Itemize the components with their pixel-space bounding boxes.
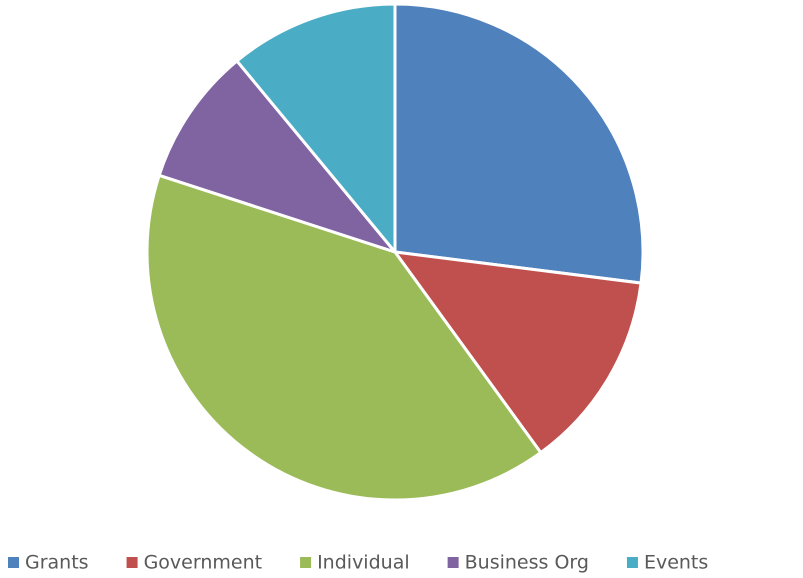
pie-slice <box>157 59 397 254</box>
legend-label: Government <box>144 552 263 574</box>
legend-swatch <box>300 557 312 568</box>
pie-slice <box>393 250 643 455</box>
legend-label: Events <box>644 552 708 574</box>
legend-label: Grants <box>25 552 89 574</box>
pie-slice <box>235 2 397 254</box>
legend-swatch <box>126 557 138 568</box>
pie-slice <box>393 2 645 285</box>
legend-swatch <box>447 557 459 568</box>
legend-swatch <box>8 557 19 568</box>
legend-swatch <box>626 557 638 568</box>
legend-label: Business Org <box>465 552 589 574</box>
legend-label: Individual <box>317 552 410 574</box>
pie-slice <box>145 173 543 502</box>
